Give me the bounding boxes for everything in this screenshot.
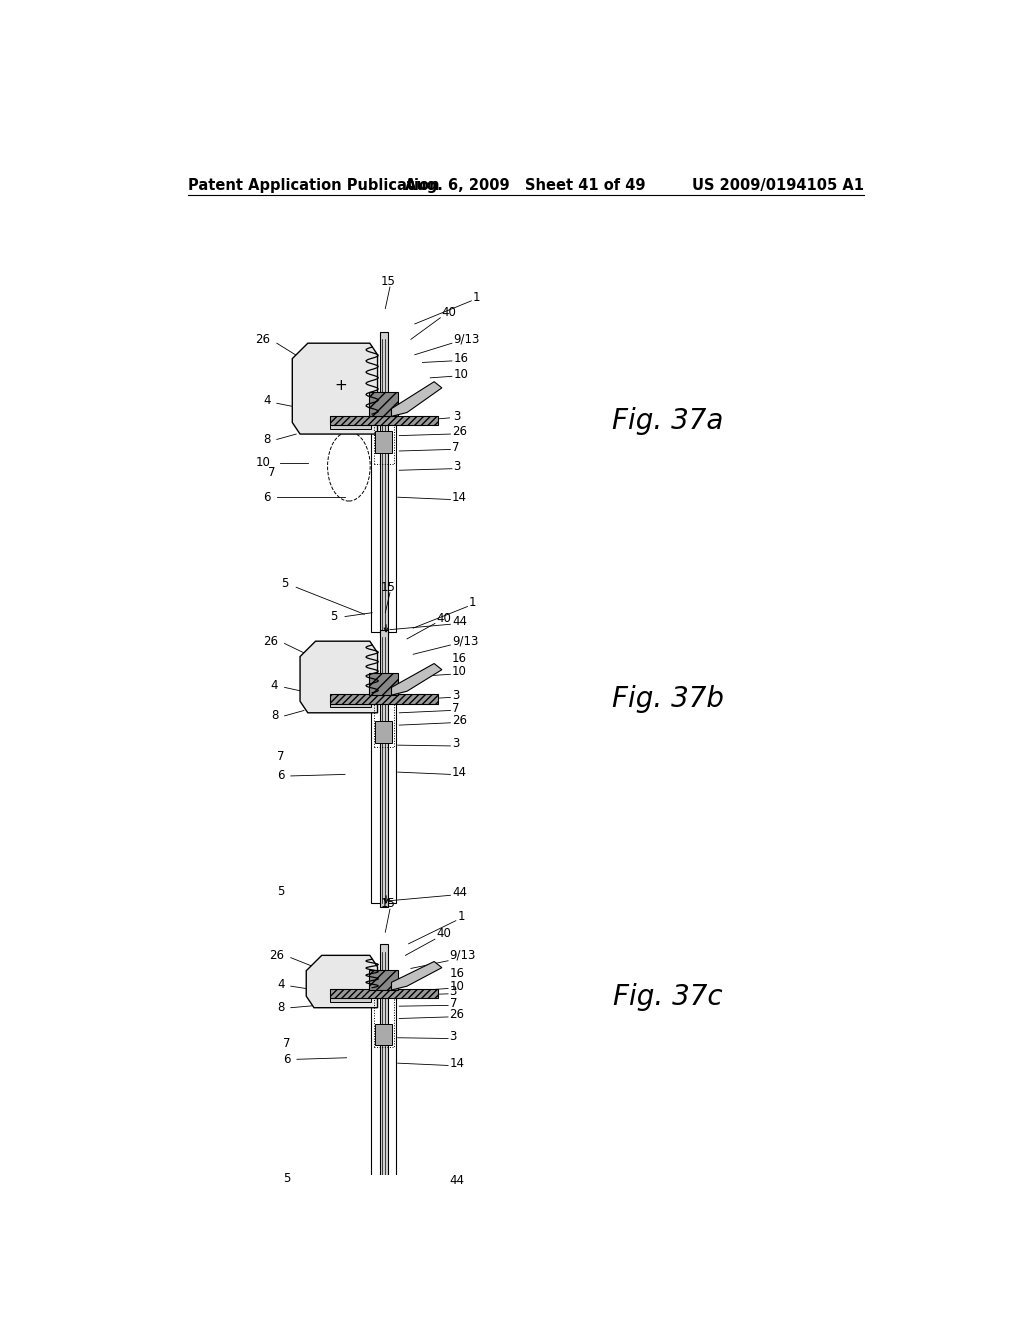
Bar (330, 989, 438, 998)
Bar (369, 673, 398, 696)
Text: 16: 16 (450, 966, 465, 979)
Text: 44: 44 (452, 615, 467, 628)
Text: 9/13: 9/13 (452, 635, 478, 648)
Text: Fig. 37c: Fig. 37c (612, 983, 723, 1011)
Text: Fig. 37a: Fig. 37a (612, 407, 723, 434)
Text: 3: 3 (452, 737, 460, 750)
Text: 9/13: 9/13 (454, 333, 480, 346)
Text: Patent Application Publication: Patent Application Publication (188, 178, 440, 193)
Text: 26: 26 (263, 635, 279, 648)
Text: 4: 4 (278, 978, 285, 991)
Bar (374, 993, 394, 1047)
Bar (330, 694, 372, 708)
Text: 4: 4 (271, 678, 279, 692)
Text: +: + (335, 378, 347, 393)
Bar (380, 630, 388, 907)
Text: 7: 7 (267, 466, 275, 479)
Text: 6: 6 (284, 1053, 291, 1065)
Text: 10: 10 (454, 367, 468, 380)
Text: 9/13: 9/13 (450, 949, 476, 962)
Text: 7: 7 (278, 750, 285, 763)
Text: 16: 16 (452, 652, 467, 665)
Bar (375, 432, 392, 453)
Text: 10: 10 (256, 455, 270, 469)
Text: 7: 7 (452, 441, 460, 454)
Text: 1: 1 (469, 597, 476, 610)
Bar (374, 411, 394, 465)
Text: 3: 3 (450, 1030, 457, 1043)
Text: 14: 14 (452, 491, 467, 504)
Text: 6: 6 (278, 770, 285, 783)
Bar (330, 416, 438, 425)
Text: 40: 40 (436, 927, 452, 940)
Text: 15: 15 (380, 275, 395, 288)
Bar (380, 944, 388, 1195)
Text: Fig. 37b: Fig. 37b (611, 685, 724, 713)
Text: 7: 7 (452, 702, 460, 714)
Text: 8: 8 (278, 1001, 285, 1014)
Text: 5: 5 (278, 884, 285, 898)
Text: 44: 44 (452, 887, 467, 899)
Text: 5: 5 (284, 1172, 291, 1185)
Polygon shape (391, 381, 442, 416)
Text: Aug. 6, 2009   Sheet 41 of 49: Aug. 6, 2009 Sheet 41 of 49 (404, 178, 645, 193)
Bar (330, 416, 372, 429)
Polygon shape (306, 956, 378, 1007)
Text: 14: 14 (452, 766, 467, 779)
Text: 4: 4 (263, 395, 270, 408)
Text: 8: 8 (263, 433, 270, 446)
Text: 26: 26 (269, 949, 285, 962)
Text: 7: 7 (450, 997, 457, 1010)
Bar (372, 987, 396, 1191)
Text: 14: 14 (450, 1056, 465, 1069)
Polygon shape (300, 642, 378, 713)
Polygon shape (391, 664, 442, 696)
Bar (369, 392, 398, 416)
Polygon shape (391, 961, 442, 990)
Text: 7: 7 (284, 1038, 291, 1051)
Text: 16: 16 (454, 352, 469, 366)
Bar (380, 331, 388, 636)
Text: 6: 6 (263, 491, 270, 504)
Text: 15: 15 (380, 898, 395, 911)
Text: 26: 26 (256, 333, 270, 346)
Text: 3: 3 (452, 689, 460, 702)
Text: 3: 3 (450, 985, 457, 998)
Text: 1: 1 (473, 290, 480, 304)
Text: 5: 5 (330, 610, 337, 623)
Text: 40: 40 (436, 611, 452, 624)
Text: 1: 1 (458, 911, 465, 924)
Text: 3: 3 (454, 409, 461, 422)
Text: 26: 26 (452, 425, 467, 438)
Text: 26: 26 (452, 714, 467, 727)
Text: 5: 5 (281, 577, 289, 590)
Text: 10: 10 (450, 979, 465, 993)
Text: US 2009/0194105 A1: US 2009/0194105 A1 (692, 178, 864, 193)
Bar (372, 693, 396, 903)
Bar (330, 694, 438, 704)
Text: 8: 8 (271, 709, 279, 722)
Bar (330, 989, 372, 1002)
Bar (374, 693, 394, 747)
Polygon shape (292, 343, 378, 434)
Text: 3: 3 (454, 459, 461, 473)
Bar (369, 970, 398, 990)
Bar (372, 414, 396, 632)
Text: 44: 44 (450, 1173, 465, 1187)
Text: 40: 40 (442, 306, 457, 319)
Bar (375, 1024, 392, 1045)
Text: 10: 10 (452, 665, 467, 678)
Text: 15: 15 (380, 581, 395, 594)
Text: 26: 26 (450, 1008, 465, 1022)
Bar (375, 721, 392, 743)
